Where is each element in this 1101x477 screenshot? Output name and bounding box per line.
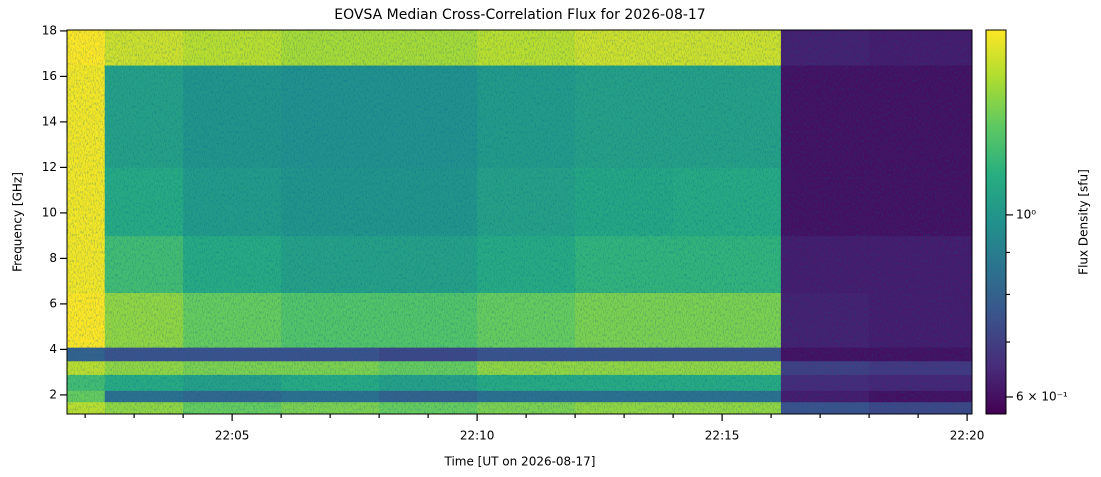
plot-frame	[66, 29, 973, 415]
y-tick-label: 18	[42, 23, 57, 37]
x-tick-label: 22:15	[705, 429, 740, 443]
texture	[67, 30, 972, 414]
y-tick-label: 2	[49, 387, 57, 401]
x-axis-label: Time [UT on 2026-08-17]	[444, 455, 596, 469]
colorbar	[985, 29, 1007, 415]
y-tick-label: 4	[49, 342, 57, 356]
y-tick-label: 8	[49, 251, 57, 265]
x-tick-label: 22:20	[950, 429, 985, 443]
chart-title: EOVSA Median Cross-Correlation Flux for …	[334, 7, 705, 23]
colorbar-tick-label: 10⁰	[1016, 207, 1036, 221]
colorbar-tick-label: 6 × 10⁻¹	[1016, 389, 1068, 403]
y-tick-label: 10	[42, 205, 57, 219]
colorbar-label: Flux Density [sfu]	[1077, 169, 1091, 275]
y-tick-label: 12	[42, 160, 57, 174]
x-tick-label: 22:10	[460, 429, 495, 443]
y-axis-label: Frequency [GHz]	[11, 172, 25, 272]
y-tick-label: 14	[42, 114, 57, 128]
y-tick-label: 16	[42, 69, 57, 83]
x-tick-label: 22:05	[215, 429, 250, 443]
y-tick-label: 6	[49, 296, 57, 310]
